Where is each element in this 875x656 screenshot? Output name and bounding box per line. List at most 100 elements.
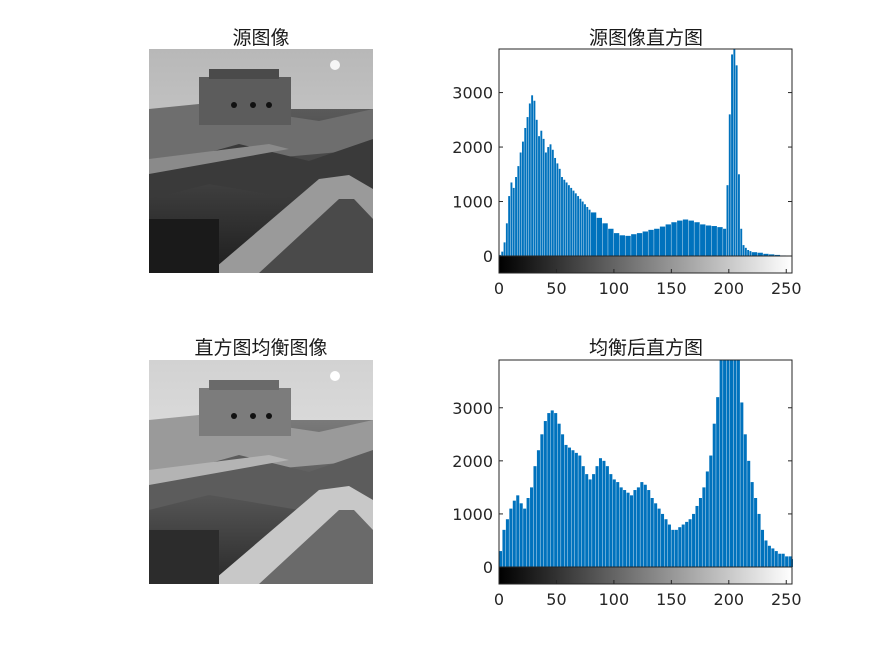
source-histogram-bar	[567, 185, 570, 256]
source-x-tick-label: 50	[546, 279, 566, 298]
source-x-tick-label: 150	[656, 279, 687, 298]
source-histogram-bar	[659, 226, 666, 256]
source-histogram-bar	[728, 114, 731, 256]
source-histogram-bar	[751, 252, 758, 256]
source-y-tick-label: 2000	[452, 138, 493, 157]
source-histogram-bar	[749, 251, 752, 256]
equalized-histogram-bar	[536, 450, 540, 567]
source-histogram-bar	[694, 222, 700, 256]
source-histogram-bar	[505, 223, 508, 256]
source-x-tick-label: 0	[494, 279, 504, 298]
equalized-histogram-bar	[757, 513, 761, 567]
equalized-x-tick-label: 250	[771, 590, 802, 609]
equalized-histogram-bar	[550, 410, 554, 567]
equalized-histogram-bar	[605, 466, 609, 567]
equalized-x-tick-label: 0	[494, 590, 504, 609]
equalized-histogram-bar	[633, 490, 637, 567]
source-histogram-bar	[577, 196, 580, 256]
equalized-histogram-bar	[764, 540, 768, 567]
equalized-histogram-bar	[650, 498, 654, 567]
source-histogram-bar	[705, 225, 712, 256]
source-histogram-bar	[726, 185, 729, 256]
source-histogram-bar	[682, 219, 689, 256]
equalized-histogram-bar	[643, 484, 647, 567]
source-histogram-bar	[742, 245, 745, 256]
equalized-histogram-bar	[654, 503, 658, 567]
source-histogram-bar	[731, 54, 733, 256]
equalized-histogram-bar	[554, 413, 558, 567]
equalized-histogram-bar	[523, 508, 527, 567]
source-axes-box	[498, 48, 793, 257]
equalized-histogram-bar	[774, 551, 778, 567]
equalized-histogram-bar	[709, 455, 713, 567]
source-histogram-bar	[512, 187, 515, 256]
equalized-histogram-bar	[557, 423, 561, 567]
equalized-histogram-bar	[747, 460, 751, 567]
equalized-histogram-bar	[629, 495, 634, 567]
source-x-tick-label: 250	[771, 279, 802, 298]
equalized-histogram-bar	[636, 487, 640, 567]
equalized-histogram-bar	[626, 492, 630, 567]
source-x-tick-label: 200	[714, 279, 745, 298]
equalized-axes-box	[498, 359, 793, 568]
equalized-histogram-bar	[678, 527, 682, 567]
source-histogram-bar	[763, 253, 769, 256]
source-histogram-bar	[547, 147, 550, 256]
source-image	[149, 49, 373, 273]
source-histogram-bar	[602, 223, 608, 256]
source-histogram-bar	[549, 144, 552, 256]
source-histogram-bar	[744, 247, 747, 256]
equalized-histogram-bar	[760, 529, 765, 567]
source-histogram-bar	[526, 117, 529, 256]
equalized-histogram-bar	[509, 508, 513, 567]
equalized-histogram-bar	[667, 524, 671, 567]
source-histogram-bar	[519, 152, 522, 256]
equalized-histogram-bar	[623, 490, 627, 567]
source-histogram-bar	[501, 251, 504, 256]
equalized-histogram-bar	[657, 508, 661, 567]
equalized-histogram-bar	[512, 500, 516, 567]
source-histogram-bar	[688, 220, 694, 256]
equalized-histogram-bar	[788, 556, 792, 567]
source-histogram-bar	[757, 252, 763, 256]
source-histogram-bar	[538, 136, 540, 256]
source-histogram-bar	[542, 138, 545, 256]
equalized-histogram-bar	[736, 360, 740, 567]
source-histogram-bar	[613, 233, 620, 256]
equalized-histogram-bar	[567, 447, 571, 567]
equalized-histogram-bar	[743, 434, 747, 567]
source-histogram-bar	[558, 168, 561, 256]
equalized-histogram-bar	[612, 479, 616, 567]
source-histogram-bar	[517, 166, 520, 256]
source-x-tick-label: 100	[599, 279, 630, 298]
equalized-histogram-bar	[616, 482, 620, 567]
equalized-y-tick-label: 3000	[452, 399, 493, 418]
equalized-histogram-bar	[530, 487, 534, 567]
source-histogram-bar	[769, 254, 775, 256]
equalized-histogram-bar	[526, 498, 530, 567]
equalized-histogram-bar	[695, 505, 699, 567]
equalized-histogram-bar	[499, 551, 503, 567]
equalized-histogram-bar	[619, 487, 623, 567]
equalized-histogram-bar	[767, 545, 771, 567]
equalized-x-tick-label: 100	[599, 590, 630, 609]
equalized-histogram-bar	[771, 548, 775, 567]
source-histogram-bar	[642, 231, 648, 256]
source-histogram-bar	[535, 119, 538, 256]
equalized-image	[149, 360, 373, 584]
source-histogram-bar	[671, 222, 677, 256]
equalized-histogram-bar	[640, 482, 644, 567]
source-histogram-bar	[723, 228, 727, 256]
source-histogram-bar	[717, 227, 723, 256]
equalized-histogram-bar	[540, 434, 544, 567]
equalized-histogram-bar	[578, 455, 582, 567]
source-histogram-bar	[665, 224, 671, 256]
equalized-y-tick-label: 2000	[452, 452, 493, 471]
source-histogram-bar	[563, 179, 566, 256]
equalized-histogram-bar	[740, 402, 744, 567]
equalized-histogram-title: 均衡后直方图	[588, 337, 704, 359]
source-histogram-bar	[499, 254, 501, 256]
source-histogram-bar	[581, 201, 584, 256]
source-histogram-bar	[648, 229, 654, 256]
equalized-histogram-bar	[781, 553, 785, 567]
